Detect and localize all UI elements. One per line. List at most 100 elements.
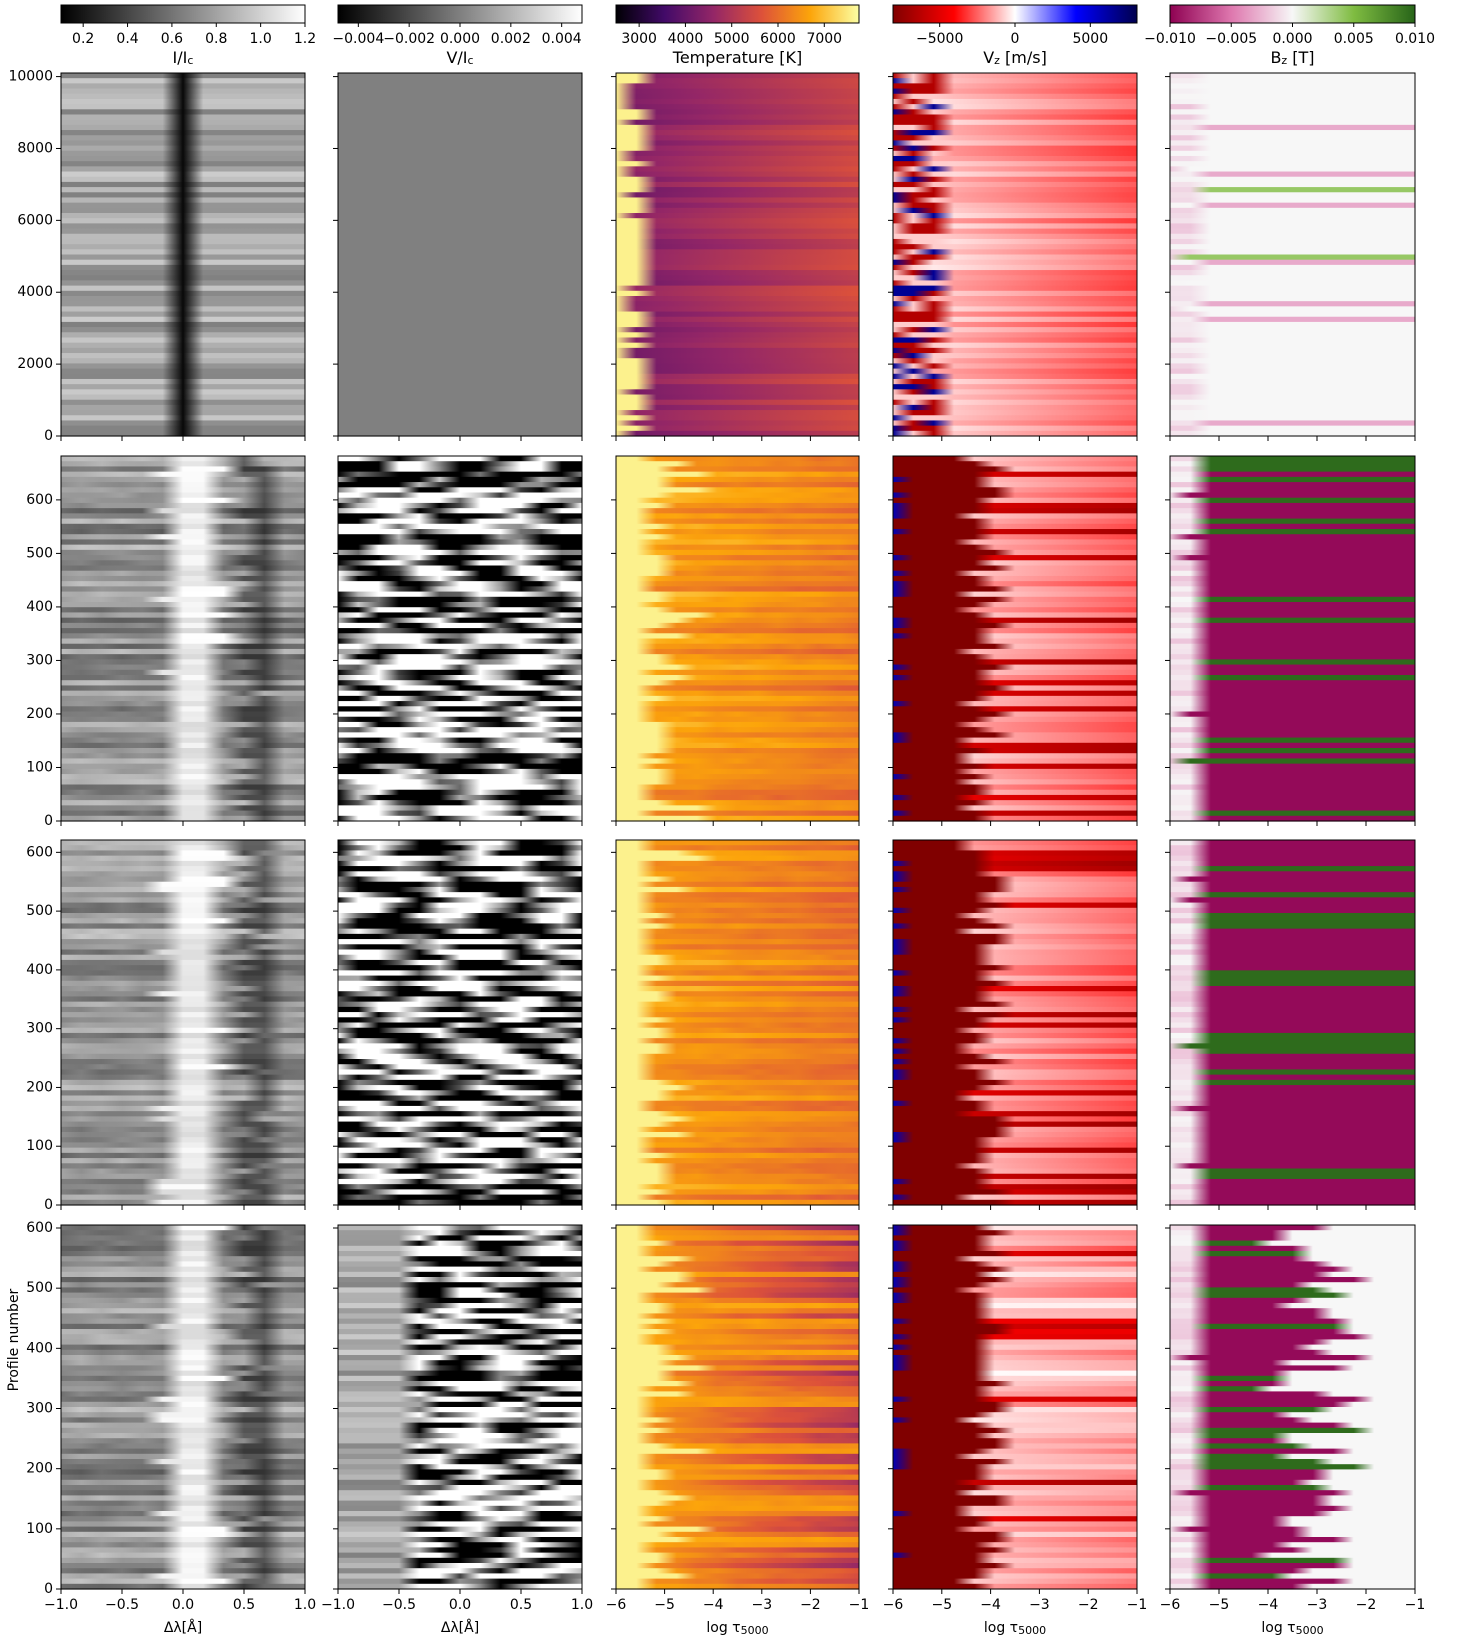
heatmap-texture xyxy=(338,654,582,660)
heatmap-texture xyxy=(616,886,859,893)
heatmap-texture xyxy=(338,1090,582,1097)
heatmap-texture xyxy=(616,607,859,614)
heatmap-texture xyxy=(338,954,582,961)
heatmap-texture xyxy=(338,1578,582,1585)
heatmap-texture xyxy=(893,1126,1137,1133)
heatmap-texture xyxy=(1170,492,1415,499)
heatmap-texture xyxy=(1170,664,1415,671)
heatmap-texture xyxy=(616,591,859,598)
heatmap-texture xyxy=(893,1147,1137,1154)
heatmap-texture xyxy=(338,114,582,121)
heatmap-texture xyxy=(616,586,859,593)
heatmap-texture xyxy=(616,1318,859,1325)
heatmap-texture xyxy=(1170,680,1415,687)
heatmap-texture xyxy=(338,768,582,775)
heatmap-texture xyxy=(616,549,859,556)
heatmap-texture xyxy=(61,570,305,577)
heatmap-texture xyxy=(1170,119,1415,126)
heatmap-texture xyxy=(893,748,1137,754)
heatmap-texture xyxy=(61,1261,305,1268)
heatmap-texture xyxy=(616,1313,859,1320)
heatmap-texture xyxy=(893,1079,1137,1086)
heatmap-texture xyxy=(61,140,305,147)
heatmap-texture xyxy=(61,959,305,966)
heatmap-texture xyxy=(61,1006,305,1013)
heatmap-texture xyxy=(338,1027,582,1034)
heatmap-texture xyxy=(61,1292,305,1299)
heatmap-texture xyxy=(1170,1474,1415,1481)
heatmap-texture xyxy=(1170,727,1415,733)
heatmap-texture xyxy=(893,233,1137,240)
heatmap-texture xyxy=(338,456,582,462)
heatmap-texture xyxy=(616,327,859,333)
heatmap-texture xyxy=(338,1412,582,1418)
heatmap-texture xyxy=(61,1230,305,1236)
heatmap-texture xyxy=(616,1001,859,1008)
heatmap-texture xyxy=(338,1422,582,1429)
heatmap-texture xyxy=(1170,570,1415,577)
heatmap-texture xyxy=(61,659,305,666)
heatmap-texture xyxy=(338,1370,582,1377)
y-tick-label: 100 xyxy=(26,1521,53,1537)
y-tick-label: 400 xyxy=(26,962,53,978)
heatmap-texture xyxy=(338,701,582,707)
heatmap-texture xyxy=(61,1578,305,1585)
heatmap-texture xyxy=(338,1199,582,1206)
heatmap-texture xyxy=(616,1245,859,1252)
heatmap-texture xyxy=(338,98,582,105)
heatmap-texture xyxy=(61,1173,305,1180)
heatmap-texture xyxy=(893,306,1137,313)
x-tick-label: −0.5 xyxy=(105,1597,139,1613)
heatmap-texture xyxy=(616,1500,859,1507)
heatmap-texture xyxy=(616,197,859,204)
heatmap-texture xyxy=(616,560,859,567)
heatmap-texture xyxy=(893,732,1137,739)
heatmap-texture xyxy=(338,1464,582,1470)
heatmap-texture xyxy=(616,218,859,224)
heatmap-texture xyxy=(893,918,1137,925)
heatmap-texture xyxy=(338,420,582,427)
colorbar-title-part: I/I xyxy=(173,48,188,67)
heatmap-texture xyxy=(616,1329,859,1335)
heatmap-texture xyxy=(616,628,859,634)
heatmap-texture xyxy=(893,420,1137,427)
heatmap-texture xyxy=(61,560,305,567)
heatmap-texture xyxy=(61,1526,305,1533)
heatmap-texture xyxy=(338,482,582,488)
heatmap-texture xyxy=(61,685,305,692)
heatmap-texture xyxy=(616,1365,859,1372)
heatmap-texture xyxy=(61,643,305,650)
heatmap-texture xyxy=(61,1334,305,1340)
heatmap-texture xyxy=(338,918,582,925)
heatmap-texture xyxy=(338,1318,582,1325)
heatmap-texture xyxy=(61,928,305,935)
heatmap-texture xyxy=(893,810,1137,817)
heatmap-texture xyxy=(61,1001,305,1008)
heatmap-texture xyxy=(616,93,859,100)
heatmap-texture xyxy=(616,638,859,645)
heatmap-texture xyxy=(1170,881,1415,888)
heatmap-texture xyxy=(616,1168,859,1175)
heatmap-texture xyxy=(1170,327,1415,333)
heatmap-texture xyxy=(61,1438,305,1444)
heatmap-texture xyxy=(338,607,582,614)
heatmap-texture xyxy=(616,295,859,302)
heatmap-texture xyxy=(1170,1453,1415,1460)
heatmap-texture xyxy=(616,716,859,723)
heatmap-texture xyxy=(61,332,305,339)
heatmap-texture xyxy=(616,1485,859,1491)
heatmap-texture xyxy=(61,1178,305,1185)
heatmap-texture xyxy=(893,523,1137,530)
heatmap-texture xyxy=(338,939,582,945)
panel-frame xyxy=(615,455,860,822)
heatmap-texture xyxy=(61,119,305,126)
heatmap-texture xyxy=(616,155,859,162)
heatmap-texture xyxy=(893,1022,1137,1029)
heatmap-texture xyxy=(338,187,582,193)
heatmap-texture xyxy=(1170,1178,1415,1185)
heatmap-texture xyxy=(893,1116,1137,1123)
heatmap-texture xyxy=(338,83,582,90)
heatmap-texture xyxy=(1170,161,1415,167)
heatmap-texture xyxy=(338,539,582,546)
panel-frame xyxy=(615,1224,860,1590)
